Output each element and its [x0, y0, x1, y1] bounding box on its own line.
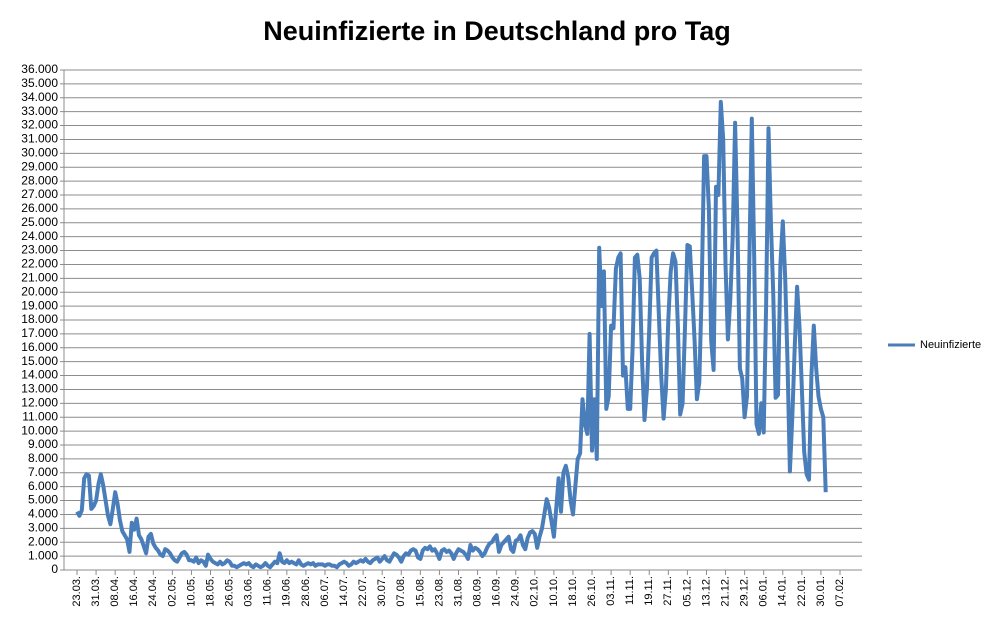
x-tick-label: 28.06.	[300, 576, 312, 607]
y-tick-label: 16.000	[21, 340, 58, 354]
y-tick-label: 29.000	[21, 159, 58, 173]
y-tick-label: 33.000	[21, 104, 58, 118]
y-tick-label: 19.000	[21, 298, 58, 312]
y-tick-label: 18.000	[21, 312, 58, 326]
x-tick-label: 08.09.	[471, 576, 483, 607]
y-tick-label: 36.000	[21, 62, 58, 76]
x-tick-label: 03.11.	[605, 576, 617, 606]
x-tick-label: 27.11.	[662, 576, 674, 606]
x-tick-label: 03.06.	[243, 576, 255, 607]
y-tick-label: 0	[51, 562, 58, 576]
x-tick-label: 26.10.	[586, 576, 598, 607]
x-tick-label: 10.10.	[548, 576, 560, 607]
x-tick-label: 11.06.	[262, 576, 274, 606]
x-tick-label: 31.03.	[90, 576, 102, 607]
x-tick-label: 07.08.	[395, 576, 407, 607]
x-tick-label: 23.03.	[71, 576, 83, 607]
y-tick-label: 22.000	[21, 257, 58, 271]
x-tick-label: 19.11.	[643, 576, 655, 606]
x-tick-label: 22.01.	[796, 576, 808, 607]
x-tick-label: 30.07.	[376, 576, 388, 607]
x-tick-label: 10.05.	[185, 576, 197, 607]
x-tick-label: 26.05.	[224, 576, 236, 607]
y-tick-label: 4.000	[28, 507, 58, 521]
x-tick-label: 18.05.	[204, 576, 216, 607]
y-tick-label: 11.000	[22, 409, 58, 423]
x-tick-label: 22.07.	[357, 576, 369, 607]
x-tick-label: 14.07.	[338, 576, 350, 607]
x-tick-label: 02.05.	[166, 576, 178, 607]
x-tick-label: 18.10.	[567, 576, 579, 607]
y-tick-label: 5.000	[28, 493, 58, 507]
x-tick-label: 21.12.	[719, 576, 731, 607]
y-tick-label: 3.000	[28, 521, 58, 535]
y-tick-label: 21.000	[21, 271, 58, 285]
x-tick-label: 14.01.	[777, 576, 789, 607]
y-tick-label: 20.000	[21, 284, 58, 298]
y-tick-label: 2.000	[28, 534, 58, 548]
x-tick-label: 02.10.	[529, 576, 541, 607]
x-tick-label: 15.08.	[414, 576, 426, 607]
x-tick-label: 29.12.	[739, 576, 751, 607]
x-tick-label: 06.07.	[319, 576, 331, 607]
y-tick-label: 6.000	[28, 479, 58, 493]
y-tick-label: 14.000	[21, 368, 58, 382]
x-tick-label: 11.11.	[624, 576, 636, 605]
y-tick-label: 10.000	[21, 423, 58, 437]
y-tick-label: 27.000	[21, 187, 58, 201]
data-line	[75, 99, 828, 570]
y-tick-label: 31.000	[21, 132, 58, 146]
y-tick-label: 30.000	[21, 146, 58, 160]
y-tick-label: 9.000	[28, 437, 58, 451]
legend-label: Neuinfizierte	[920, 339, 981, 351]
x-tick-label: 16.09.	[491, 576, 503, 607]
x-tick-label: 30.01.	[815, 576, 827, 607]
y-tick-label: 12.000	[21, 396, 58, 410]
y-tick-label: 35.000	[21, 76, 58, 90]
y-tick-label: 24.000	[21, 229, 58, 243]
y-tick-label: 26.000	[21, 201, 58, 215]
x-tick-label: 24.04.	[147, 576, 159, 607]
chart-title: Neuinfizierte in Deutschland pro Tag	[263, 16, 731, 46]
y-tick-label: 1.000	[28, 548, 58, 562]
y-tick-label: 32.000	[21, 118, 58, 132]
y-tick-label: 8.000	[28, 451, 58, 465]
y-tick-label: 17.000	[21, 326, 58, 340]
y-tick-label: 13.000	[21, 382, 58, 396]
y-tick-label: 25.000	[21, 215, 58, 229]
x-tick-label: 16.04.	[128, 576, 140, 607]
x-tick-label: 13.12.	[700, 576, 712, 607]
x-tick-label: 31.08.	[452, 576, 464, 607]
x-tick-label: 07.02.	[834, 576, 846, 607]
y-tick-label: 15.000	[21, 354, 58, 368]
x-tick-label: 19.06.	[281, 576, 293, 607]
y-tick-label: 23.000	[21, 243, 58, 257]
y-tick-label: 34.000	[21, 90, 58, 104]
x-tick-label: 08.04.	[109, 576, 121, 607]
x-tick-label: 05.12.	[681, 576, 693, 607]
x-tick-label: 23.08.	[433, 576, 445, 607]
x-tick-label: 24.09.	[510, 576, 522, 607]
x-tick-label: 06.01.	[758, 576, 770, 607]
y-tick-label: 7.000	[28, 465, 58, 479]
y-tick-label: 28.000	[21, 173, 58, 187]
